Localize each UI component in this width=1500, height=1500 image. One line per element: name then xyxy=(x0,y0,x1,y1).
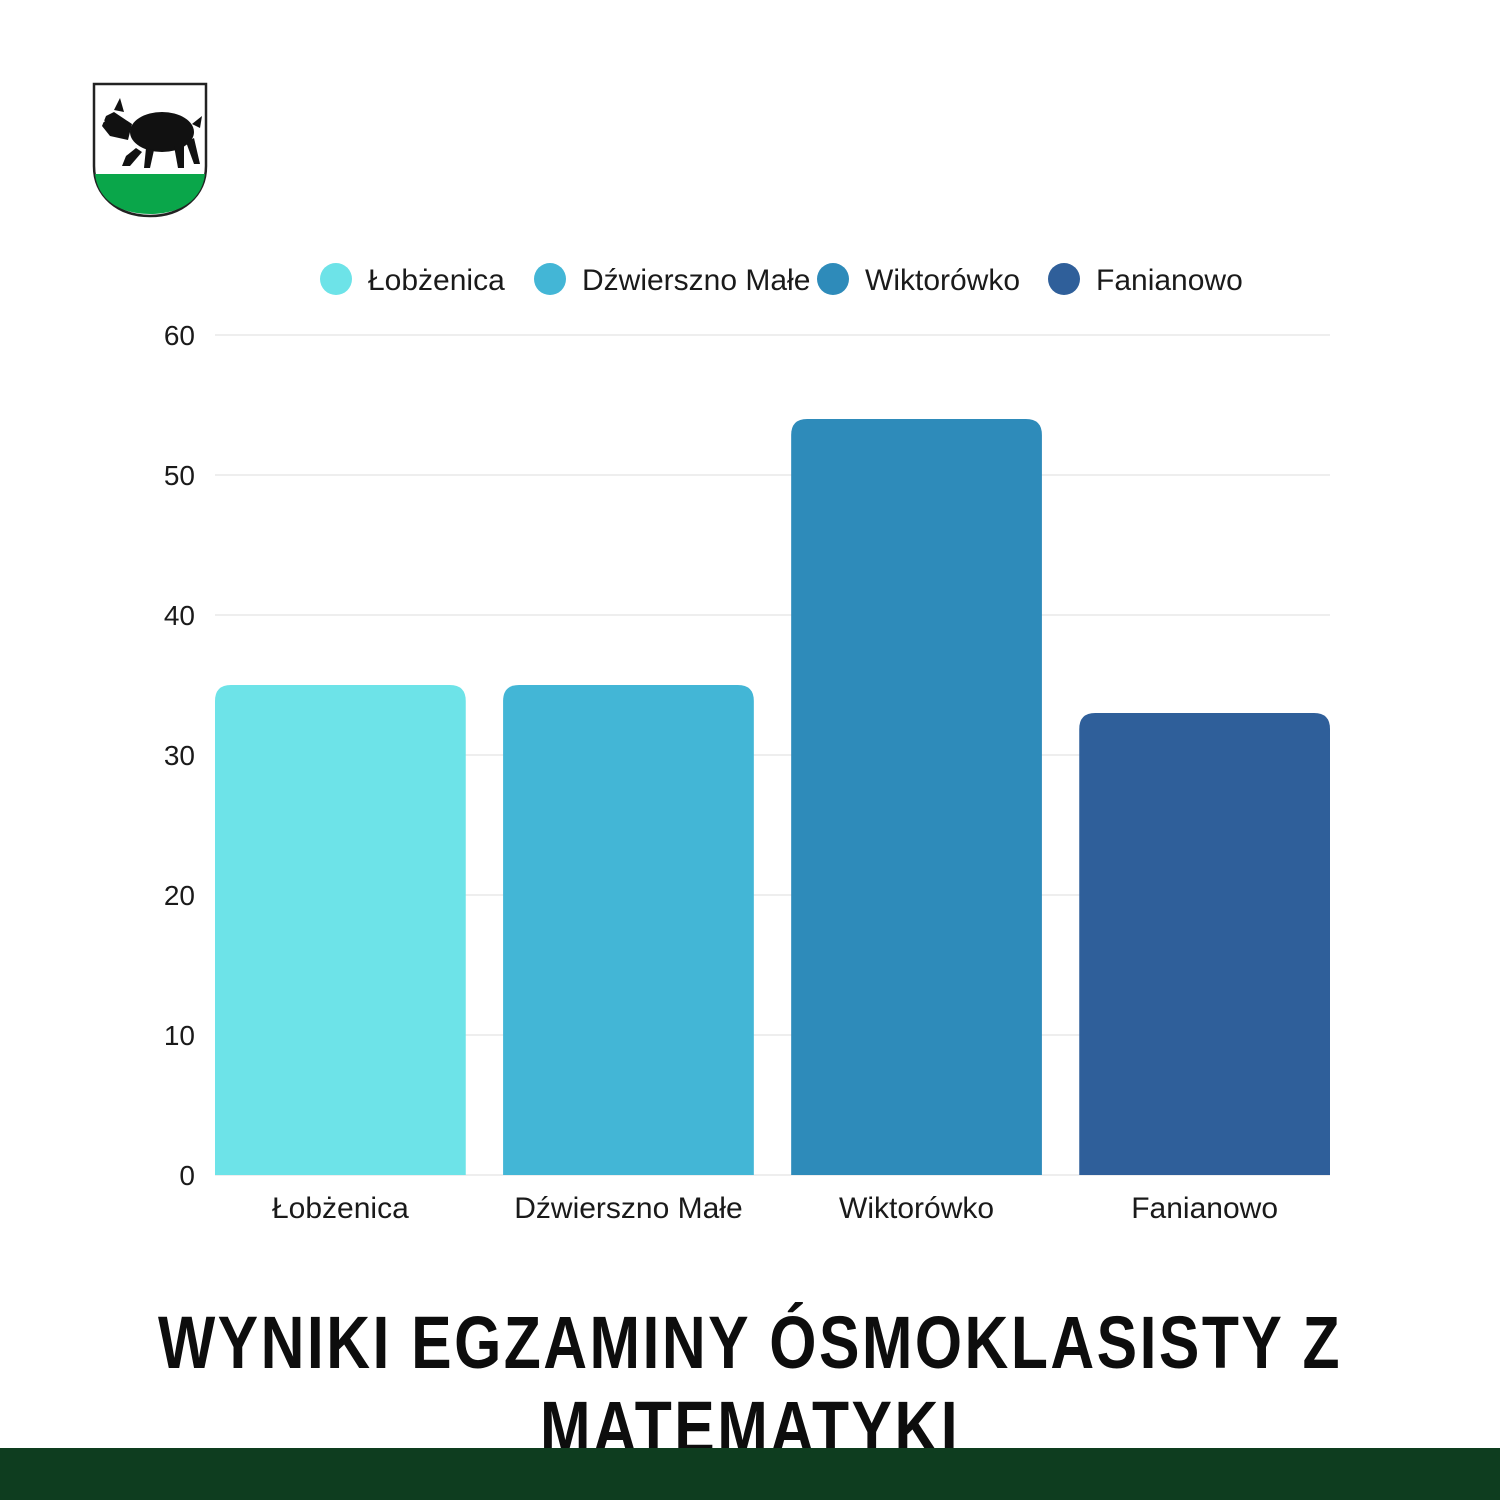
legend-label: Dźwierszno Małe xyxy=(582,264,810,297)
legend-swatch xyxy=(320,263,352,295)
chart-title: WYNIKI EGZAMINY ÓSMOKLASISTY Z MATEMATYK… xyxy=(157,1301,1343,1469)
legend-swatch xyxy=(817,263,849,295)
x-tick-label: Łobżenica xyxy=(272,1192,409,1225)
x-tick-label: Wiktorówko xyxy=(839,1192,994,1225)
bars xyxy=(215,419,1330,1175)
coat-of-arms-icon xyxy=(92,82,208,218)
legend-label: Łobżenica xyxy=(368,264,505,297)
y-tick-label: 10 xyxy=(164,1020,195,1051)
bar xyxy=(1079,713,1330,1175)
x-axis: Łobżenica Dźwierszno Małe Wiktorówko Fanian… xyxy=(272,1192,1278,1225)
legend-label: Fanianowo xyxy=(1096,264,1243,297)
y-tick-label: 30 xyxy=(164,740,195,771)
bar xyxy=(503,685,754,1175)
x-tick-label: Dźwierszno Małe xyxy=(514,1192,742,1225)
legend-label: Wiktorówko xyxy=(865,264,1020,297)
y-axis: 0 10 20 30 40 50 60 xyxy=(164,320,195,1191)
legend-swatch xyxy=(534,263,566,295)
legend: Łobżenica Dźwierszno Małe Wiktorówko Fanian… xyxy=(320,263,1243,297)
bar-chart: Łobżenica Dźwierszno Małe Wiktorówko Fanian… xyxy=(164,263,1330,1225)
x-tick-label: Fanianowo xyxy=(1131,1192,1278,1225)
boar-icon xyxy=(102,98,202,168)
bar xyxy=(215,685,466,1175)
y-tick-label: 50 xyxy=(164,460,195,491)
bar xyxy=(791,419,1042,1175)
footer-bar xyxy=(0,1448,1500,1500)
y-tick-label: 0 xyxy=(179,1160,195,1191)
y-tick-label: 60 xyxy=(164,320,195,351)
y-tick-label: 20 xyxy=(164,880,195,911)
legend-swatch xyxy=(1048,263,1080,295)
y-tick-label: 40 xyxy=(164,600,195,631)
